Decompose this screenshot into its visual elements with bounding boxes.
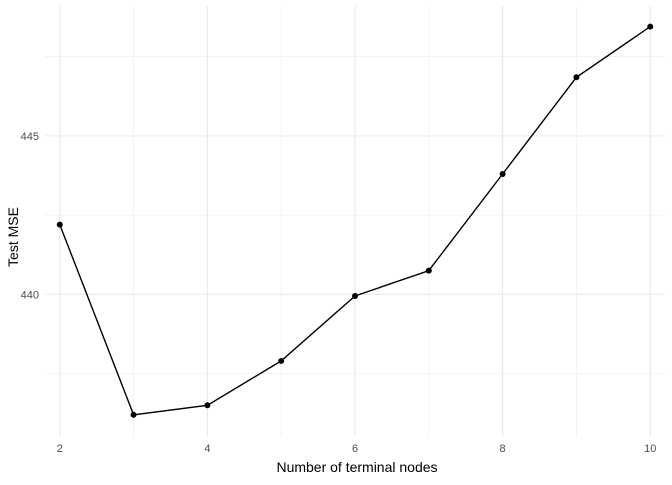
major-gridlines — [45, 6, 665, 437]
x-tick-label: 6 — [352, 443, 358, 455]
data-point — [56, 221, 63, 228]
data-point — [204, 402, 211, 409]
x-tick-label: 2 — [57, 443, 63, 455]
data-point — [499, 170, 506, 177]
data-point — [278, 357, 285, 364]
y-axis-title: Test MSE — [5, 207, 21, 267]
x-tick-label: 4 — [204, 443, 210, 455]
x-axis-tick-labels: 2 4 6 8 10 — [57, 443, 657, 455]
x-axis-title: Number of terminal nodes — [276, 459, 437, 475]
data-point — [647, 23, 654, 30]
data-point — [425, 267, 432, 274]
data-point — [352, 292, 358, 299]
y-axis-tick-labels: 440 445 — [21, 131, 39, 301]
y-tick-label: 445 — [21, 131, 39, 143]
y-tick-label: 440 — [21, 289, 39, 301]
x-tick-label: 10 — [644, 443, 656, 455]
series-test-mse — [56, 23, 654, 418]
data-point — [573, 74, 580, 81]
x-tick-label: 8 — [500, 443, 506, 455]
data-point — [130, 411, 137, 418]
